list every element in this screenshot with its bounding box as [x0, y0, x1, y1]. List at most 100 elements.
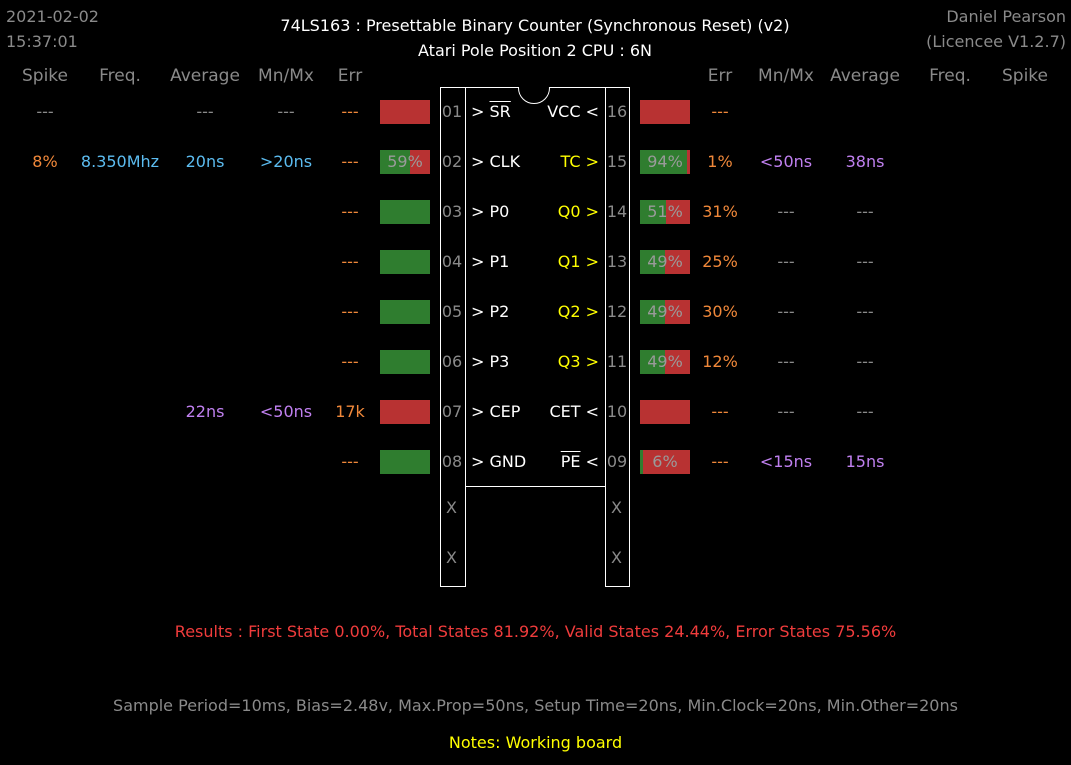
pin-q1-state-bar-fill [640, 250, 665, 274]
pin-q2-state-bar: 49% [640, 300, 690, 324]
pin-q1-direction: > [580, 252, 599, 271]
pin-q3-state-bar-percent: 49% [647, 352, 683, 371]
pin-clk-direction: > [471, 152, 490, 171]
pin-pe-name: PE [560, 452, 581, 471]
pin-vcc-name: VCC [547, 102, 581, 121]
pin-vcc-state-bar [640, 100, 690, 124]
pin-p0-label: > P0 [471, 202, 509, 221]
pin-vcc-err: --- [711, 102, 729, 121]
pin-p1-label: > P1 [471, 252, 509, 271]
date-label: 2021-02-02 [6, 7, 99, 26]
pin-gnd-direction: > [471, 452, 490, 471]
pin-p1-direction: > [471, 252, 490, 271]
pin-p0-err: --- [341, 202, 359, 221]
pin-q1-number: 13 [606, 252, 628, 271]
pin-q2-state-bar-fill [640, 300, 665, 324]
pin-tc-direction: > [580, 152, 599, 171]
pin-pe-err: --- [711, 452, 729, 471]
pin-p3-label: > P3 [471, 352, 509, 371]
pin-pe-direction: < [580, 452, 599, 471]
extra-pin-left-2: X [446, 548, 457, 567]
pin-p3-state-bar-fill [380, 350, 430, 374]
pin-clk-state-bar-percent: 59% [387, 152, 423, 171]
pin-p3-name: P3 [489, 352, 510, 371]
pin-q3-state-bar-fill [640, 350, 665, 374]
chip-right-pin-column [605, 87, 630, 587]
pin-vcc-label: VCC < [500, 102, 599, 121]
pin-vcc-direction: < [580, 102, 599, 121]
extra-pin-right-1: X [611, 498, 622, 517]
pin-gnd-state-bar-fill [380, 450, 430, 474]
pin-q0-name: Q0 [557, 202, 581, 221]
pin-q2-number: 12 [606, 302, 628, 321]
pin-q1-state-bar-percent: 49% [647, 252, 683, 271]
pin-gnd-name: GND [489, 452, 527, 471]
pin-p1-state-bar-fill [380, 250, 430, 274]
pin-clk-state-bar-fill [380, 150, 410, 174]
pin-q2-direction: > [580, 302, 599, 321]
pin-p3-number: 06 [441, 352, 463, 371]
pin-p1-err: --- [341, 252, 359, 271]
pin-q1-label: Q1 > [500, 252, 599, 271]
page-title: 74LS163 : Presettable Binary Counter (Sy… [280, 16, 790, 35]
pin-sr-direction: > [471, 102, 490, 121]
pin-q2-average: --- [856, 302, 874, 321]
pin-q3-average: --- [856, 352, 874, 371]
pin-q0-number: 14 [606, 202, 628, 221]
right-header-freq: Freq. [929, 66, 971, 86]
pin-cet-state-bar [640, 400, 690, 424]
pin-clk-err: --- [341, 152, 359, 171]
author-label: Daniel Pearson [946, 7, 1066, 26]
pin-tc-average: 38ns [845, 152, 885, 171]
pin-cet-err: --- [711, 402, 729, 421]
right-header-mnmx: Mn/Mx [758, 66, 814, 86]
pin-pe-state-bar-fill [640, 450, 643, 474]
pin-sr-mnmx: --- [277, 102, 295, 121]
pin-vcc-number: 16 [606, 102, 628, 121]
right-header-spike: Spike [1001, 66, 1048, 86]
pin-cep-err: 17k [335, 402, 365, 421]
pin-cep-name: CEP [489, 402, 521, 421]
pin-clk-number: 02 [441, 152, 463, 171]
pin-sr-state-bar [380, 100, 430, 124]
pin-pe-number: 09 [606, 452, 628, 471]
pin-cet-direction: < [580, 402, 599, 421]
pin-p0-number: 03 [441, 202, 463, 221]
pin-gnd-state-bar [380, 450, 430, 474]
pin-q0-state-bar-fill [640, 200, 666, 224]
pin-gnd-number: 08 [441, 452, 463, 471]
pin-clk-label: > CLK [471, 152, 520, 171]
pin-p2-label: > P2 [471, 302, 509, 321]
left-header-err: Err [337, 66, 363, 86]
pin-q0-average: --- [856, 202, 874, 221]
pin-p2-name: P2 [489, 302, 510, 321]
pin-p0-direction: > [471, 202, 490, 221]
pin-p0-state-bar [380, 200, 430, 224]
extra-pin-right-2: X [611, 548, 622, 567]
pin-q1-err: 25% [702, 252, 738, 271]
page-subtitle: Atari Pole Position 2 CPU : 6N [418, 41, 652, 60]
pin-q3-label: Q3 > [500, 352, 599, 371]
pin-pe-mnmx: <15ns [759, 452, 813, 471]
pin-q2-name: Q2 [557, 302, 581, 321]
pin-cet-label: CET < [500, 402, 599, 421]
pin-q3-state-bar: 49% [640, 350, 690, 374]
chip-notch-mask [510, 71, 558, 87]
pin-p1-number: 04 [441, 252, 463, 271]
pin-pe-state-bar: 6% [640, 450, 690, 474]
pin-p3-state-bar [380, 350, 430, 374]
pin-p2-state-bar [380, 300, 430, 324]
pin-sr-name: SR [489, 102, 511, 121]
pin-sr-err: --- [341, 102, 359, 121]
pin-cep-average: 22ns [185, 402, 225, 421]
pin-gnd-label: > GND [471, 452, 526, 471]
pin-tc-number: 15 [606, 152, 628, 171]
pin-p2-direction: > [471, 302, 490, 321]
pin-tc-state-bar-percent: 94% [647, 152, 683, 171]
pin-pe-label: PE < [500, 452, 599, 471]
pin-q1-mnmx: --- [777, 252, 795, 271]
pin-p1-name: P1 [489, 252, 510, 271]
pin-tc-state-bar: 94% [640, 150, 690, 174]
pin-cep-direction: > [471, 402, 490, 421]
pin-clk-mnmx: >20ns [259, 152, 313, 171]
